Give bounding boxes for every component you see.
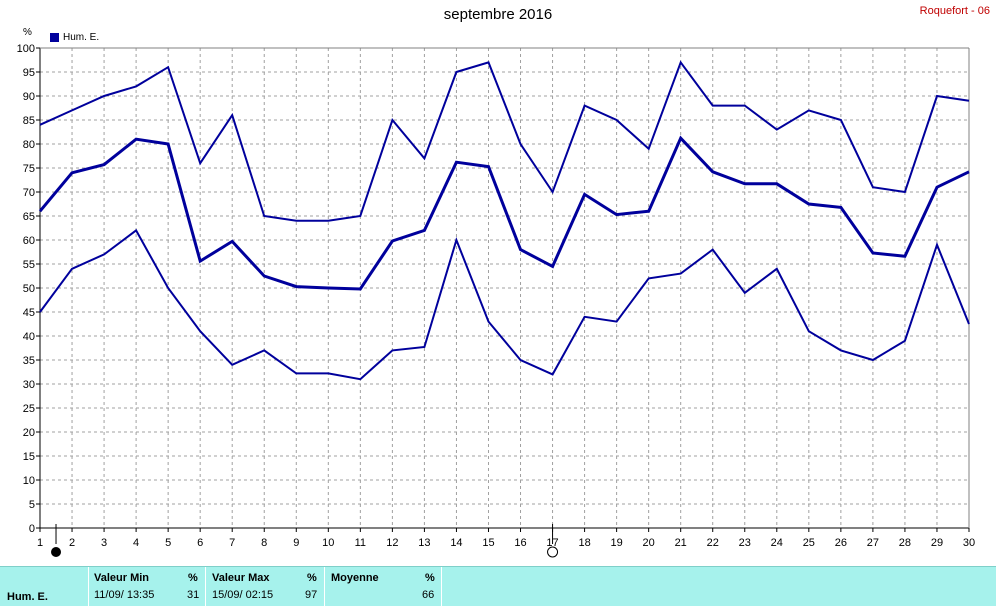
legend-swatch bbox=[50, 33, 59, 42]
y-tick-label: 5 bbox=[29, 499, 35, 511]
station-name: Roquefort - 06 bbox=[919, 5, 990, 17]
y-tick-label: 20 bbox=[23, 427, 35, 439]
x-tick-label: 27 bbox=[867, 537, 879, 549]
stats-min-datetime: 11/09/ 13:35 bbox=[94, 589, 155, 601]
series-line bbox=[39, 228, 970, 381]
x-tick-label: 15 bbox=[482, 537, 494, 549]
y-tick-label: 35 bbox=[23, 355, 35, 367]
x-tick-label: 7 bbox=[229, 537, 235, 549]
y-tick-label: 90 bbox=[23, 91, 35, 103]
stats-empty-cell bbox=[441, 567, 996, 606]
stats-mean-value: 66 bbox=[422, 589, 435, 601]
y-tick-label: 55 bbox=[23, 259, 35, 271]
x-tick-label: 8 bbox=[261, 537, 267, 549]
stats-panel: Hum. E. Valeur Min % 11/09/ 13:35 31 Val… bbox=[0, 566, 996, 606]
x-tick-label: 16 bbox=[514, 537, 526, 549]
legend-label: Hum. E. bbox=[63, 32, 100, 43]
stats-mean-cell: Moyenne % 66 bbox=[324, 567, 441, 606]
y-axis-unit: % bbox=[23, 27, 32, 38]
y-tick-label: 95 bbox=[23, 67, 35, 79]
stats-min-header: Valeur Min bbox=[94, 572, 150, 584]
x-tick-label: 24 bbox=[771, 537, 783, 549]
x-tick-label: 13 bbox=[418, 537, 430, 549]
legend: Hum. E. bbox=[50, 32, 99, 43]
x-tick-label: 12 bbox=[386, 537, 398, 549]
x-tick-label: 5 bbox=[165, 537, 171, 549]
x-tick-label: 19 bbox=[610, 537, 622, 549]
y-tick-label: 30 bbox=[23, 379, 35, 391]
stats-max-datetime: 15/09/ 02:15 bbox=[212, 589, 274, 601]
stats-max-value: 97 bbox=[305, 589, 318, 601]
x-tick-label: 29 bbox=[931, 537, 943, 549]
stats-mean-header: Moyenne bbox=[331, 572, 379, 584]
x-tick-label: 11 bbox=[355, 537, 366, 549]
x-tick-label: 9 bbox=[293, 537, 299, 549]
y-tick-label: 65 bbox=[23, 211, 35, 223]
stats-max-header: Valeur Max bbox=[212, 572, 270, 584]
stats-min-cell: Valeur Min % 11/09/ 13:35 31 bbox=[88, 567, 205, 606]
x-tick-label: 22 bbox=[707, 537, 719, 549]
y-tick-label: 60 bbox=[23, 235, 35, 247]
y-tick-label: 70 bbox=[23, 187, 35, 199]
stats-max-cell: Valeur Max % 15/09/ 02:15 97 bbox=[205, 567, 324, 606]
y-tick-label: 50 bbox=[23, 283, 35, 295]
stats-min-value: 31 bbox=[187, 589, 200, 601]
new-moon-icon bbox=[51, 547, 62, 557]
y-tick-label: 15 bbox=[23, 451, 35, 463]
x-tick-label: 21 bbox=[675, 537, 687, 549]
y-tick-label: 80 bbox=[23, 139, 35, 151]
y-tick-label: 25 bbox=[23, 403, 35, 415]
x-tick-label: 25 bbox=[803, 537, 815, 549]
y-tick-label: 100 bbox=[17, 43, 35, 55]
x-tick-label: 26 bbox=[835, 537, 847, 549]
x-tick-label: 14 bbox=[450, 537, 462, 549]
stats-mean-unit: % bbox=[425, 572, 435, 584]
x-tick-label: 23 bbox=[739, 537, 751, 549]
y-tick-label: 85 bbox=[23, 115, 35, 127]
x-tick-label: 6 bbox=[197, 537, 203, 549]
x-tick-label: 18 bbox=[578, 537, 590, 549]
y-tick-label: 40 bbox=[23, 331, 35, 343]
humidity-chart: 0510152025303540455055606570758085909510… bbox=[17, 43, 975, 558]
x-tick-label: 2 bbox=[69, 537, 75, 549]
x-tick-label: 28 bbox=[899, 537, 911, 549]
stats-min-unit: % bbox=[188, 572, 198, 584]
y-tick-label: 75 bbox=[23, 163, 35, 175]
x-tick-label: 1 bbox=[37, 537, 43, 549]
y-tick-label: 45 bbox=[23, 307, 35, 319]
y-tick-label: 0 bbox=[29, 523, 35, 535]
series-line bbox=[38, 135, 970, 291]
series-line bbox=[39, 60, 970, 222]
chart-title: septembre 2016 bbox=[443, 6, 553, 23]
x-tick-label: 4 bbox=[133, 537, 139, 549]
y-tick-label: 10 bbox=[23, 475, 35, 487]
x-tick-label: 3 bbox=[101, 537, 107, 549]
x-tick-label: 30 bbox=[963, 537, 975, 549]
stats-series-label: Hum. E. bbox=[7, 591, 48, 603]
x-tick-label: 20 bbox=[643, 537, 655, 549]
x-tick-label: 10 bbox=[322, 537, 334, 549]
stats-max-unit: % bbox=[307, 572, 317, 584]
full-moon-icon bbox=[547, 546, 559, 558]
